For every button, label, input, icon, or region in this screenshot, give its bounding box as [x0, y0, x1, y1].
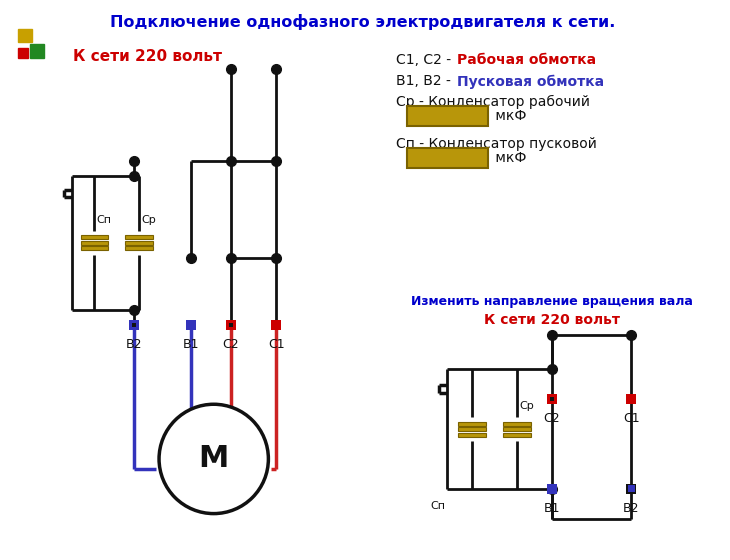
Bar: [132, 323, 137, 326]
Text: С1, С2 -: С1, С2 -: [396, 53, 455, 67]
Text: мкФ: мкФ: [491, 109, 526, 123]
Bar: [126, 241, 153, 245]
Text: В2: В2: [623, 502, 639, 515]
Bar: [186, 320, 196, 330]
Bar: [458, 432, 486, 437]
Bar: [628, 486, 634, 492]
Bar: [129, 320, 139, 330]
Text: Ср - Конденсатор рабочий: Ср - Конденсатор рабочий: [396, 95, 590, 109]
Bar: [272, 320, 281, 330]
Text: Ср: Ср: [519, 401, 534, 411]
Text: Ср: Ср: [141, 215, 156, 225]
Bar: [226, 320, 236, 330]
Bar: [407, 148, 488, 167]
Bar: [503, 427, 531, 431]
Bar: [18, 29, 32, 43]
Text: С1: С1: [268, 338, 285, 351]
Text: К сети 220 вольт: К сети 220 вольт: [484, 313, 620, 327]
Text: Рабочая обмотка: Рабочая обмотка: [457, 53, 596, 67]
Bar: [407, 106, 488, 126]
Bar: [626, 484, 636, 494]
Text: В1, В2 -: В1, В2 -: [396, 74, 455, 88]
Bar: [547, 484, 557, 494]
Bar: [227, 321, 234, 328]
Bar: [80, 235, 108, 239]
Bar: [126, 246, 153, 250]
Bar: [503, 432, 531, 437]
Bar: [186, 320, 196, 330]
Text: мкФ: мкФ: [491, 151, 526, 165]
Text: Подключение однофазного электродвигателя к сети.: Подключение однофазного электродвигателя…: [110, 13, 615, 30]
Text: В2: В2: [126, 338, 142, 351]
Bar: [30, 44, 44, 58]
Circle shape: [159, 404, 269, 514]
Bar: [228, 323, 233, 326]
Bar: [80, 246, 108, 250]
Text: М: М: [199, 445, 229, 473]
Bar: [550, 397, 553, 402]
Text: Пусковая обмотка: Пусковая обмотка: [457, 74, 604, 88]
Text: К сети 220 вольт: К сети 220 вольт: [72, 49, 222, 64]
Bar: [272, 320, 281, 330]
Text: Сп: Сп: [430, 501, 445, 511]
Text: Сп: Сп: [96, 215, 112, 225]
Text: С2: С2: [223, 338, 239, 351]
Bar: [503, 422, 531, 426]
Bar: [126, 235, 153, 239]
Text: Изменить направление вращения вала: Изменить направление вращения вала: [411, 295, 693, 308]
Bar: [80, 241, 108, 245]
Bar: [458, 422, 486, 426]
Text: В1: В1: [182, 338, 199, 351]
Text: С1: С1: [623, 412, 639, 425]
Bar: [129, 320, 139, 330]
Bar: [18, 48, 28, 58]
Text: Сп - Конденсатор пусковой: Сп - Конденсатор пусковой: [396, 137, 596, 151]
Bar: [547, 394, 557, 404]
Bar: [626, 394, 636, 404]
Text: С2: С2: [543, 412, 560, 425]
Text: В1: В1: [543, 502, 560, 515]
Bar: [458, 427, 486, 431]
Bar: [226, 320, 236, 330]
